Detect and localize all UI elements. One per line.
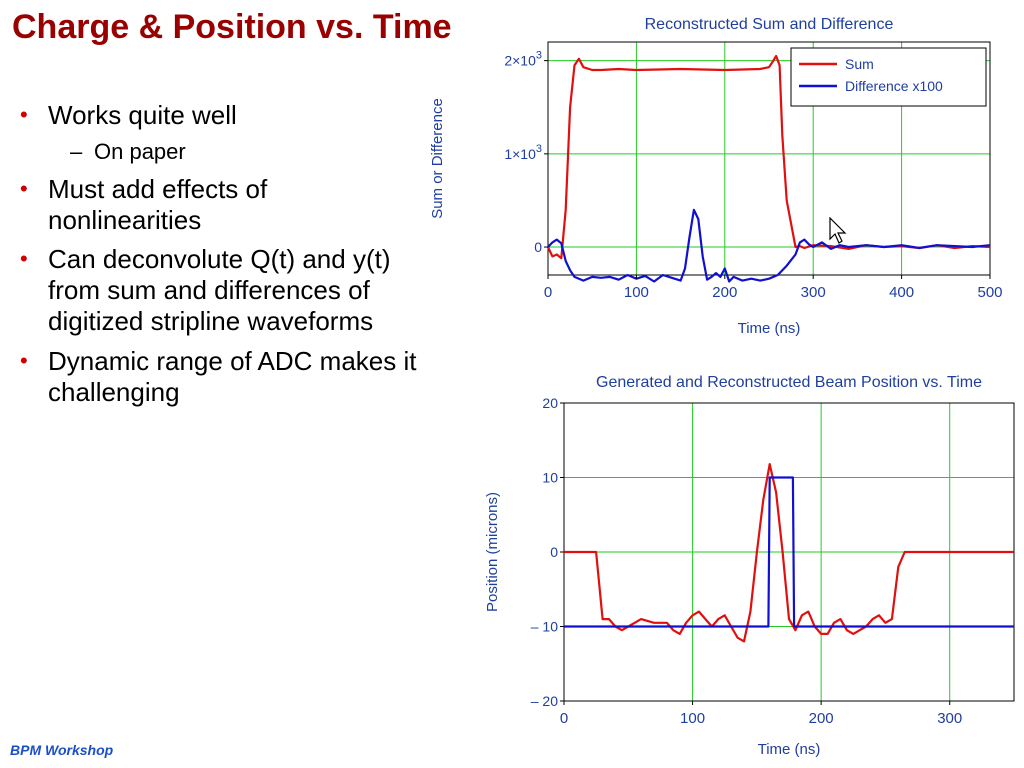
bullet-item: • Can deconvolute Q(t) and y(t) from sum … [18, 244, 418, 338]
x-tick-label: 400 [889, 284, 914, 301]
chart-title: Reconstructed Sum and Difference [645, 16, 894, 33]
chart-sum-difference: 0 100 200 300 400 500 0 1×103 2×103 Reconstructed… [429, 16, 1003, 337]
x-axis-label: Time (ns) [738, 320, 801, 337]
x-tick-label: 500 [977, 284, 1002, 301]
x-tick-label: 0 [544, 284, 552, 301]
series-line-difference [564, 476, 1014, 628]
y-tick-label: 1×103 [504, 143, 542, 162]
x-tick-label: 200 [712, 284, 737, 301]
y-axis-label: Sum or Difference [429, 98, 446, 219]
x-tick-label: 300 [801, 284, 826, 301]
bullet-item: • Works quite well [18, 100, 418, 131]
bullet-text: Works quite well [48, 100, 237, 130]
y-tick-exponent: 3 [536, 50, 542, 62]
x-tick-label: 300 [937, 710, 962, 727]
chart-beam-position: 0 100 200 300 – 20 – 10 0 10 20 Generated and Rec… [484, 374, 1015, 758]
bullet-dot-icon: • [20, 102, 28, 127]
y-axis-label: Position (microns) [484, 492, 501, 612]
chart-title: Generated and Reconstructed Beam Positio… [596, 374, 982, 391]
bullet-dot-icon: • [20, 175, 28, 201]
legend-entry-label: Difference x100 [845, 78, 943, 94]
y-tick-exponent: 3 [536, 143, 542, 155]
y-tick-label: 20 [542, 395, 558, 411]
y-tick-label: – 10 [531, 619, 558, 635]
y-tick-label: 10 [542, 470, 558, 486]
mouse-pointer-icon [829, 217, 847, 244]
bullet-item: – On paper [18, 139, 418, 165]
bullet-list: • Works quite well – On paper • Must add effe… [18, 100, 418, 416]
bullet-text: Can deconvolute Q(t) and y(t) from sum a… [48, 243, 391, 337]
footer-text: BPM Workshop [10, 742, 114, 758]
bullet-dot-icon: • [20, 245, 28, 271]
x-axis-label: Time (ns) [758, 741, 821, 758]
plot-frame [547, 41, 991, 276]
y-tick-label: 2×103 [504, 50, 542, 69]
y-tick-label: – 20 [531, 693, 558, 709]
y-tick-label: 0 [550, 544, 558, 560]
x-tick-label: 200 [809, 710, 834, 727]
x-tick-label: 100 [680, 710, 705, 727]
bullet-text: Must add effects of nonlinearities [48, 173, 268, 235]
legend-box [790, 47, 987, 107]
x-tick-label: 100 [624, 284, 649, 301]
slide-title: Charge & Position vs. Time [12, 8, 452, 46]
bullet-item: • Dynamic range of ADC makes it challengi… [18, 346, 418, 408]
series-line-difference [547, 208, 991, 283]
bullet-text: On paper [94, 139, 186, 165]
x-tick-label: 0 [560, 710, 568, 727]
y-tick-label: 0 [534, 239, 542, 255]
legend-entry-label: Sum [845, 56, 874, 72]
bullet-dot-icon: • [20, 347, 28, 373]
bullet-item: • Must add effects of nonlinearities [18, 174, 418, 236]
series-line-sum [564, 462, 1014, 643]
bullet-dash-icon: – [70, 139, 83, 165]
bullet-text: Dynamic range of ADC makes it challengin… [48, 345, 417, 407]
